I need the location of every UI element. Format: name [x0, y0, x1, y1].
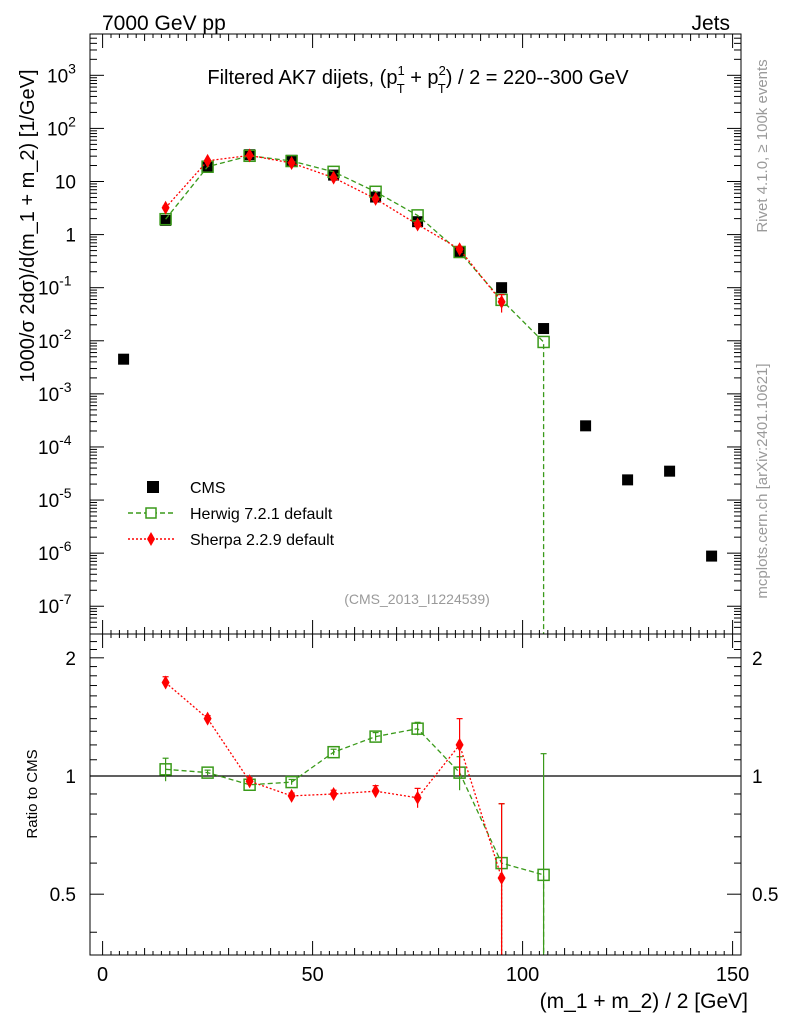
herwig-point: [537, 335, 550, 349]
legend-herwig-marker: [145, 507, 157, 519]
main-series: [118, 148, 718, 634]
herwig-ratio-point: [159, 763, 172, 776]
herwig-ratio-point: [537, 868, 550, 882]
rivet-version-label: Rivet 4.1.0, ≥ 100k events: [754, 59, 771, 232]
y-tick-label: 10-1: [38, 273, 72, 300]
x-axis-label: (m_1 + m_2) / 2 [GeV]: [540, 990, 748, 1013]
sherpa-point: [203, 153, 212, 168]
ratio-y-tick-label: 0.5: [50, 885, 76, 906]
sherpa-ratio-point: [245, 774, 254, 789]
sherpa-point: [245, 148, 254, 163]
cms-point: [118, 353, 130, 365]
herwig-ratio-point: [285, 775, 298, 789]
legend-sherpa-label: Sherpa 2.2.9 default: [190, 532, 335, 549]
sherpa-point: [161, 200, 170, 215]
y-tick-label: 10-7: [38, 591, 72, 618]
ratio-y-tick-label: 2: [65, 649, 76, 670]
herwig-line: [165, 155, 545, 634]
main-frame: [89, 33, 742, 635]
sherpa-ratio-point: [161, 675, 170, 690]
legend-sherpa-marker: [147, 532, 155, 546]
cms-point: [622, 474, 634, 486]
herwig-ratio-point: [201, 766, 214, 779]
main-y-axis-label: 1000/σ 2dσ)/d(m_1 + m_2) [1/GeV]: [17, 69, 39, 382]
herwig-ratio-point: [369, 730, 382, 743]
cms-point: [538, 323, 550, 335]
ratio-y-tick-label: 1: [65, 767, 76, 788]
sherpa-point: [413, 217, 422, 232]
legend: CMS Herwig 7.2.1 default Sherpa 2.2.9 de…: [128, 480, 335, 549]
ratio-panel: 0 50 100 150 0.5 0.5 1 1 2 2 Ratio to CMS (m_1 + …: [24, 633, 778, 1013]
x-tick-label: 0: [97, 964, 108, 986]
sherpa-point: [455, 242, 464, 257]
sherpa-point: [287, 156, 296, 171]
y-tick-label: 10-4: [38, 432, 72, 459]
cms-point: [706, 550, 718, 562]
sherpa-ratio-point: [413, 790, 422, 805]
sherpa-ratio-point: [497, 870, 506, 885]
plot-title: Filtered AK7 dijets, (p1 T + p2 T) / 2 = 2…: [207, 63, 629, 96]
ratio-y-tick-label-right: 0.5: [752, 885, 778, 906]
legend-cms-label: CMS: [190, 480, 226, 497]
x-tick-label: 50: [301, 964, 323, 986]
sherpa-point: [371, 191, 380, 206]
sherpa-point: [497, 294, 506, 309]
y-tick-label: 10: [55, 172, 76, 193]
herwig-ratio-point: [411, 722, 424, 735]
ratio-y-axis-label: Ratio to CMS: [24, 749, 41, 838]
ratio-y-tick-label-right: 1: [752, 767, 763, 788]
y-tick-label: 102: [47, 113, 76, 140]
y-tick-label: 10-2: [38, 326, 72, 353]
herwig-ratio-point: [327, 745, 340, 759]
y-tick-label: 1: [65, 226, 76, 247]
y-tick-label: 10-3: [38, 379, 72, 406]
y-tick-label: 10-6: [38, 538, 72, 565]
legend-cms-marker: [147, 481, 159, 493]
ratio-ticks: 0 50 100 150 0.5 0.5 1 1 2 2: [50, 634, 778, 986]
energy-label: 7000 GeV pp: [102, 12, 226, 35]
cms-point: [160, 214, 172, 226]
y-tick-label: 103: [47, 60, 76, 87]
ratio-series: [159, 675, 550, 955]
ratio-frame: [89, 633, 742, 956]
ratio-y-tick-label-right: 2: [752, 649, 763, 670]
cms-point: [580, 420, 592, 432]
process-label: Jets: [691, 12, 730, 35]
y-tick-label: 10-5: [38, 485, 72, 512]
legend-herwig-label: Herwig 7.2.1 default: [190, 506, 333, 523]
x-tick-label: 150: [716, 964, 749, 986]
sherpa-point: [329, 170, 338, 185]
cms-point: [496, 282, 508, 294]
herwig-ratio-line: [165, 727, 545, 955]
cms-point: [664, 465, 676, 477]
analysis-tag: (CMS_2013_I1224539): [344, 591, 490, 607]
sherpa-ratio-point: [287, 788, 296, 803]
x-tick-label: 100: [506, 964, 539, 986]
sherpa-ratio-point: [329, 786, 338, 801]
sherpa-ratio-point: [203, 711, 212, 726]
source-label: mcplots.cern.ch [arXiv:2401.10621]: [754, 363, 771, 598]
sherpa-ratio-line: [165, 682, 503, 955]
sherpa-ratio-point: [455, 737, 464, 752]
sherpa-ratio-point: [371, 784, 380, 799]
